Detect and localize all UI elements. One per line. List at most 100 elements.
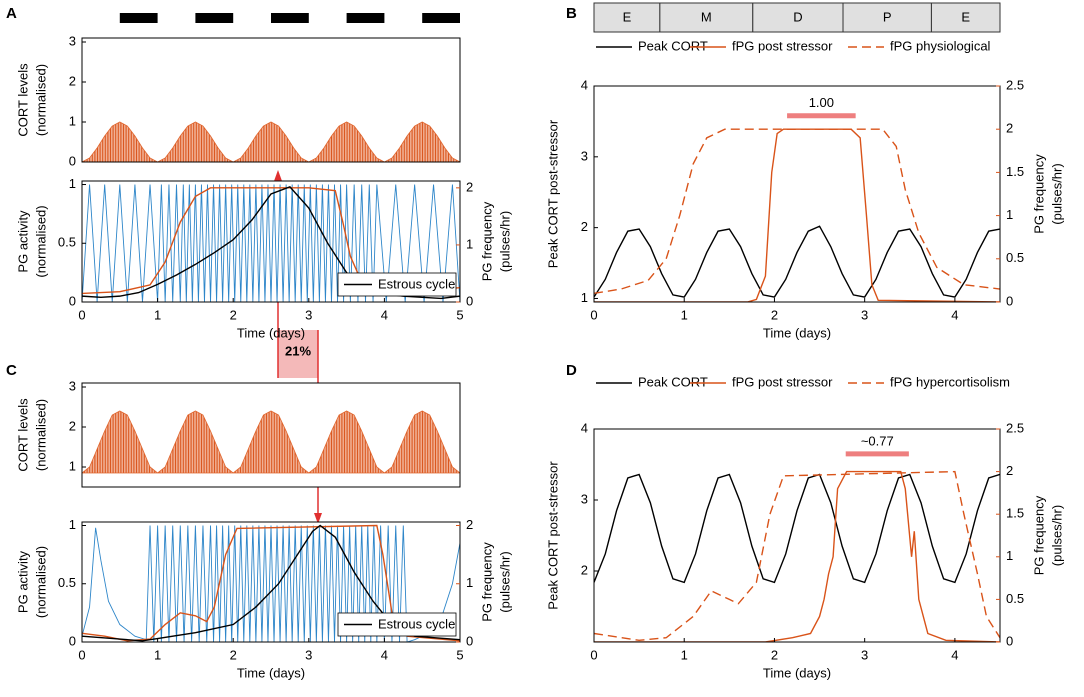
y2-tick-label: 2 — [466, 517, 473, 532]
dark-period — [119, 13, 158, 23]
plot — [594, 470, 1000, 642]
y2-tick-label: 2 — [1006, 121, 1013, 136]
y2-tick-label: 0 — [1006, 293, 1013, 308]
dark-period — [346, 13, 385, 23]
series-line — [594, 225, 1000, 298]
y-tick-label: 1 — [69, 113, 76, 128]
y2-tick-label: 2.5 — [1006, 77, 1024, 92]
phase-label: E — [961, 9, 970, 24]
y2-tick-label: 2.5 — [1006, 420, 1024, 435]
y2-tick-label: 1 — [466, 236, 473, 251]
panel: 0 0.5 1 0 1 2 0 1 2 3 4 5 Time (days) PG activity (nor… — [15, 517, 512, 681]
dark-period — [271, 13, 309, 23]
plot — [82, 410, 460, 474]
legend-label: Peak CORT — [638, 38, 708, 53]
y-tick-label: 2 — [581, 219, 588, 234]
x-tick-label: 0 — [590, 307, 597, 322]
y2-tick-label: 0 — [466, 293, 473, 308]
y-tick-label: 0.5 — [58, 575, 76, 590]
legend-box — [337, 612, 457, 637]
series-line — [82, 184, 460, 302]
y2-tick-label: 0 — [1006, 633, 1013, 648]
axes-frame — [81, 37, 461, 163]
x-axis-label: Time (days) — [763, 665, 831, 680]
x-tick-label: 0 — [590, 647, 597, 662]
y-tick-label: 2 — [69, 73, 76, 88]
phase-box — [752, 2, 844, 33]
cort-area — [82, 121, 460, 162]
y-tick-label: 4 — [581, 77, 588, 92]
plot — [594, 128, 1000, 302]
y-tick-label: 3 — [581, 491, 588, 506]
phase-label: M — [701, 9, 712, 24]
phase-box — [659, 2, 754, 33]
y-tick-label: 3 — [69, 33, 76, 48]
y2-tick-label: 2 — [1006, 463, 1013, 478]
series-line — [82, 525, 460, 642]
phase-label: E — [623, 9, 632, 24]
y-tick-label: 0 — [69, 293, 76, 308]
y-tick-label: 3 — [581, 148, 588, 163]
y-axis-label: Peak CORT post-stressor — [545, 461, 560, 610]
y-tick-label: 2 — [69, 418, 76, 433]
x-tick-label: 3 — [305, 307, 312, 322]
arrowhead — [274, 170, 282, 181]
y-tick-label: 0 — [69, 153, 76, 168]
x-tick-label: 4 — [951, 307, 958, 322]
legend-label: fPG post stressor — [732, 38, 833, 53]
series-line — [594, 128, 1000, 302]
y-axis-label: (normalised) — [33, 205, 48, 277]
y-tick-label: 1 — [69, 517, 76, 532]
y2-axis-label: PG frequency — [1031, 154, 1046, 234]
x-tick-label: 5 — [456, 307, 463, 322]
y-tick-label: 1 — [581, 290, 588, 305]
phase-label: D — [793, 9, 802, 24]
y2-tick-label: 1 — [1006, 207, 1013, 222]
dark-period — [422, 13, 460, 23]
y2-tick-label: 0.5 — [1006, 591, 1024, 606]
x-axis-label: Time (days) — [237, 325, 305, 340]
y2-axis-label: PG frequency — [479, 542, 494, 622]
y-axis-label: PG activity — [15, 210, 30, 273]
y-tick-label: 4 — [581, 420, 588, 435]
panel-label: B — [566, 5, 577, 22]
x-axis-label: Time (days) — [237, 665, 305, 680]
x-tick-label: 2 — [771, 647, 778, 662]
y2-tick-label: 1 — [466, 575, 473, 590]
annotation-label: ~0.77 — [861, 433, 894, 448]
y2-tick-label: 1 — [1006, 548, 1013, 563]
legend-label: fPG physiological — [890, 38, 991, 53]
plot-area — [594, 86, 1000, 302]
highlight-box — [278, 330, 318, 378]
legend-label: Estrous cycle — [378, 616, 455, 631]
legend-label: Estrous cycle — [378, 276, 455, 291]
x-tick-label: 3 — [861, 647, 868, 662]
dark-period — [195, 13, 234, 23]
phase-box — [842, 2, 932, 33]
y-axis-label: (normalised) — [33, 399, 48, 471]
x-tick-label: 3 — [305, 647, 312, 662]
y2-tick-label: 0.5 — [1006, 250, 1024, 265]
x-tick-label: 4 — [381, 307, 388, 322]
panel-label: C — [6, 362, 17, 379]
x-tick-label: 2 — [230, 307, 237, 322]
x-tick-label: 2 — [771, 307, 778, 322]
y-axis-label: (normalised) — [33, 546, 48, 618]
legend-label: fPG post stressor — [732, 374, 833, 389]
y-axis-label: CORT levels — [15, 63, 30, 137]
axes-frame — [593, 428, 1001, 643]
plot-area — [594, 429, 1000, 642]
x-tick-label: 0 — [78, 647, 85, 662]
annotation-label: 1.00 — [809, 95, 834, 110]
series-line — [594, 473, 1000, 584]
y2-tick-label: 1.5 — [1006, 506, 1024, 521]
plot — [82, 121, 460, 162]
x-tick-label: 1 — [681, 307, 688, 322]
legend-label: fPG hypercortisolism — [890, 374, 1010, 389]
axes-frame — [81, 180, 461, 303]
axes-frame — [593, 85, 1001, 303]
y-tick-label: 2 — [581, 562, 588, 577]
x-axis-label: Time (days) — [763, 325, 831, 340]
x-tick-label: 5 — [456, 647, 463, 662]
